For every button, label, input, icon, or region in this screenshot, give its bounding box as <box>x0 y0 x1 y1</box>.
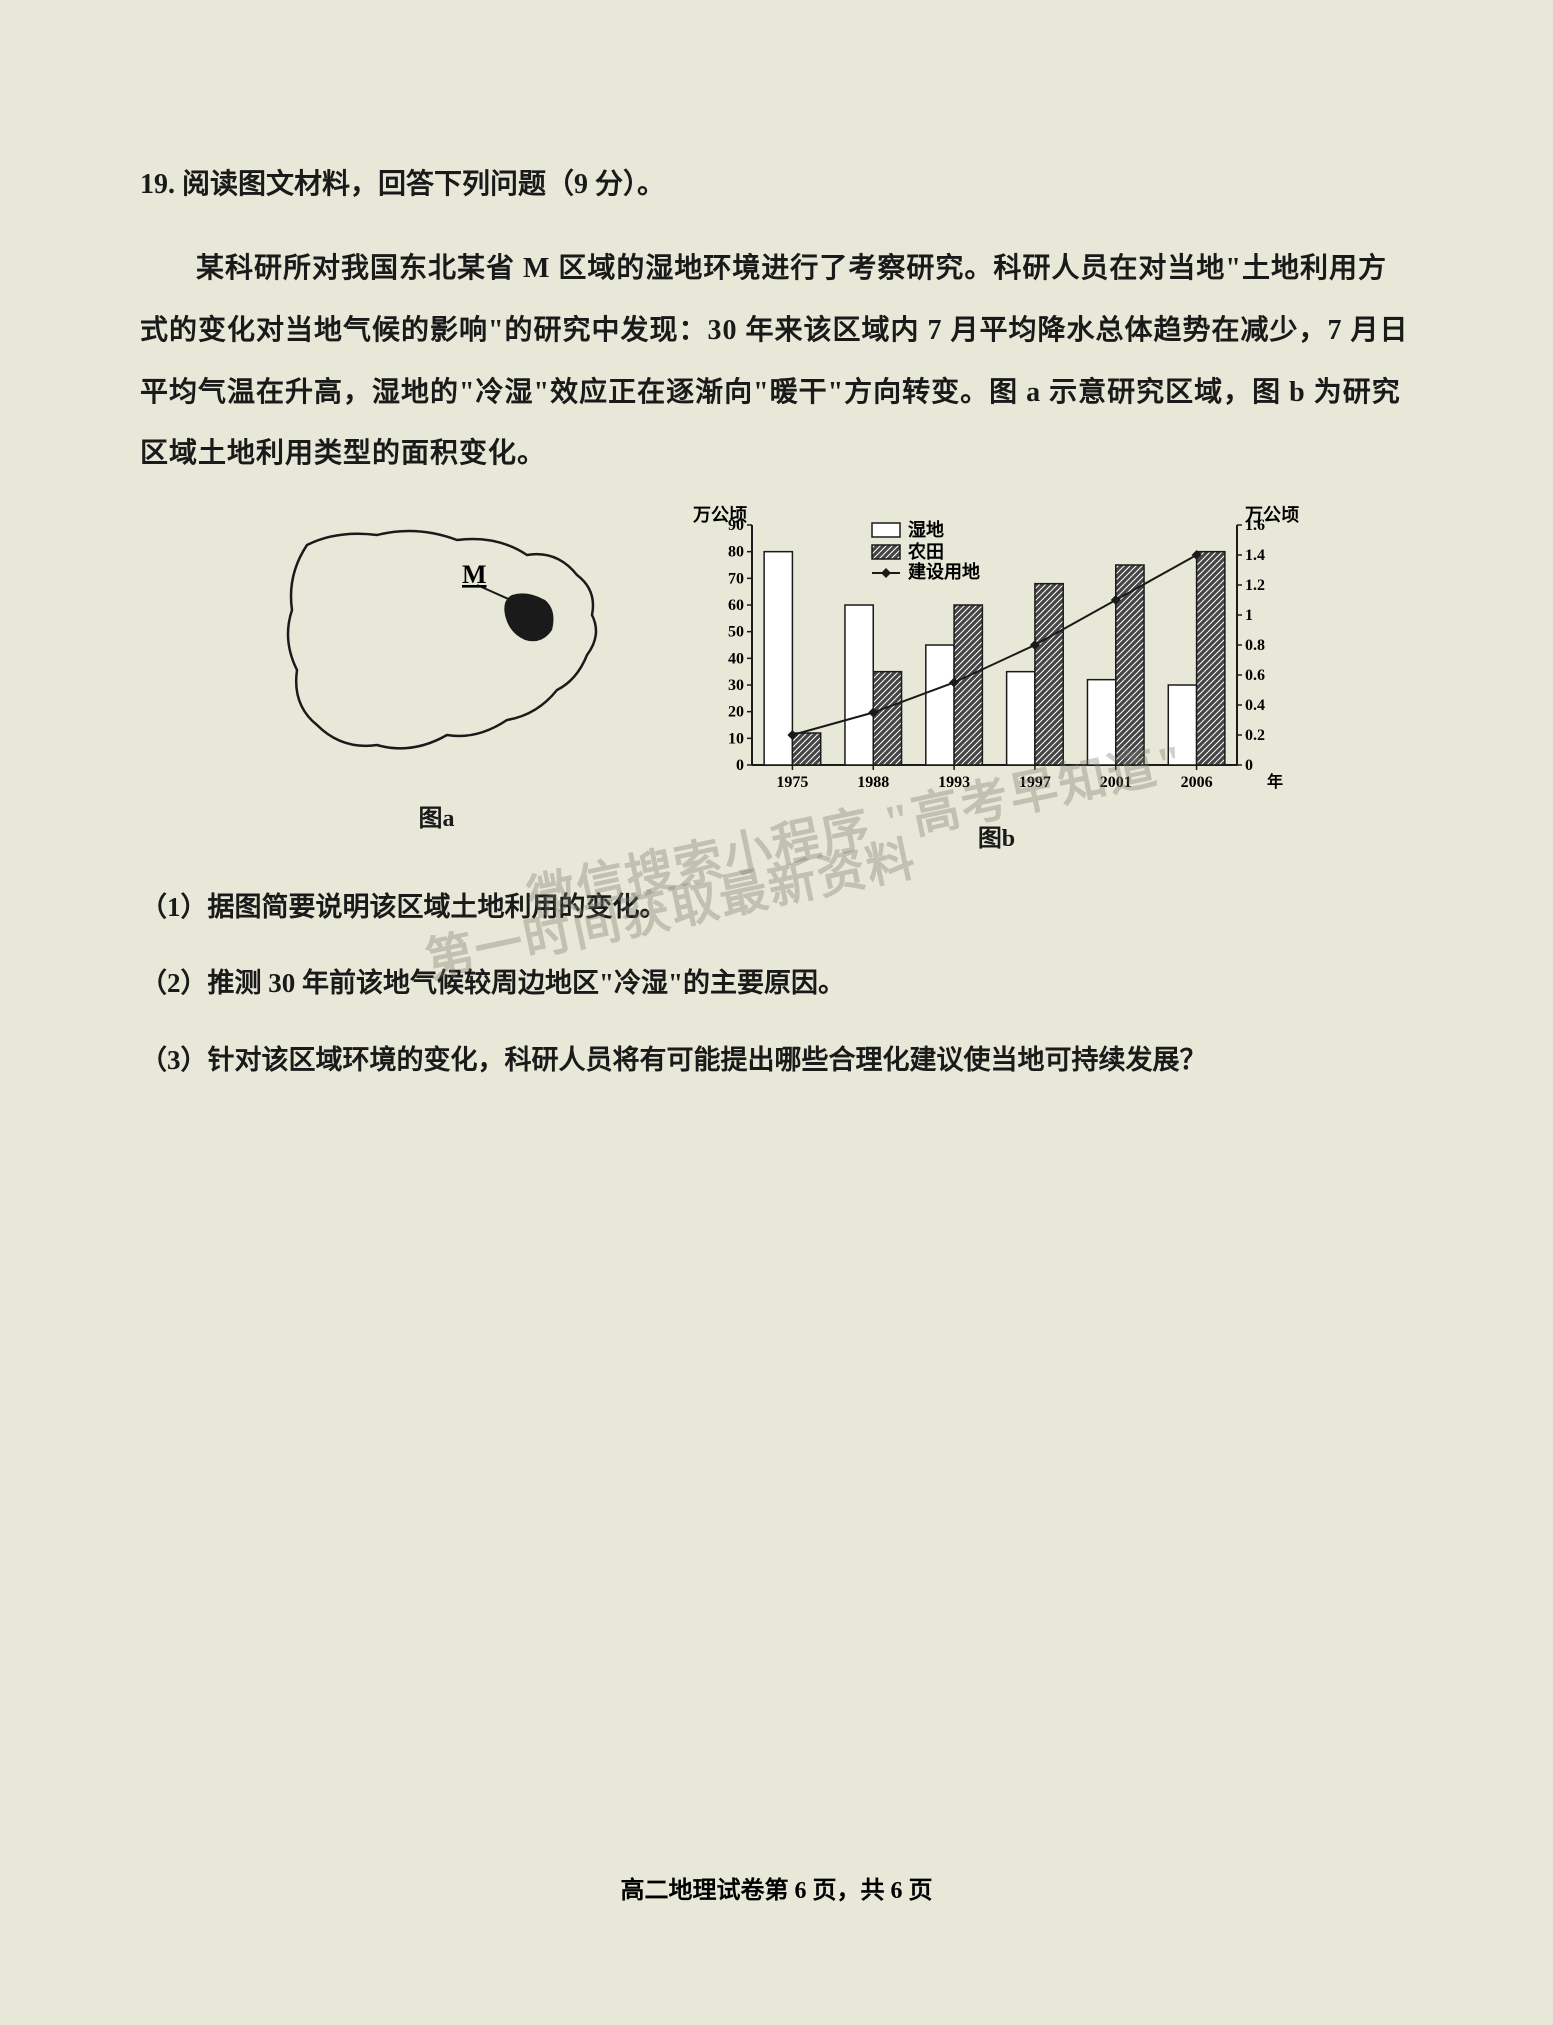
chart-svg: 010203040506070809000.20.40.60.811.21.41… <box>687 505 1307 805</box>
svg-text:建设用地: 建设用地 <box>908 561 980 582</box>
bar-farmland <box>1115 565 1143 765</box>
sub-question-3: （3）针对该区域环境的变化，科研人员将有可能提出哪些合理化建议使当地可持续发展？ <box>140 1036 1413 1085</box>
svg-text:万公顷: 万公顷 <box>1244 505 1299 525</box>
svg-text:70: 70 <box>728 570 744 587</box>
province-outline <box>288 531 596 748</box>
bar-wetland <box>1087 679 1115 764</box>
exam-page: 19. 阅读图文材料，回答下列问题（9 分）。 某科研所对我国东北某省 M 区域… <box>0 0 1553 1193</box>
svg-text:10: 10 <box>728 730 744 747</box>
bar-wetland <box>844 605 872 765</box>
m-label: M <box>462 560 487 589</box>
svg-text:1.2: 1.2 <box>1245 577 1265 594</box>
bar-farmland <box>1196 551 1224 764</box>
svg-text:40: 40 <box>728 650 744 667</box>
svg-text:0: 0 <box>1245 757 1253 774</box>
bar-farmland <box>954 605 982 765</box>
svg-text:20: 20 <box>728 703 744 720</box>
bar-wetland <box>764 551 792 764</box>
svg-text:1988: 1988 <box>857 774 889 791</box>
svg-text:50: 50 <box>728 623 744 640</box>
svg-text:0.4: 0.4 <box>1245 697 1265 714</box>
svg-text:1.4: 1.4 <box>1245 547 1265 564</box>
figure-b-label: 图b <box>687 818 1307 853</box>
svg-text:0.6: 0.6 <box>1245 667 1265 684</box>
map-svg: M <box>247 505 627 785</box>
svg-text:2001: 2001 <box>1099 774 1131 791</box>
question-title: 阅读图文材料，回答下列问题（9 分）。 <box>182 169 665 200</box>
bar-farmland <box>873 671 901 764</box>
figure-a: M 图a <box>247 505 627 833</box>
figure-a-label: 图a <box>247 798 627 833</box>
bar-wetland <box>925 645 953 765</box>
svg-text:万公顷: 万公顷 <box>692 505 747 525</box>
sub-question-2: （2）推测 30 年前该地气候较周边地区"冷湿"的主要原因。 <box>140 959 1413 1008</box>
bar-wetland <box>1168 685 1196 765</box>
svg-text:农田: 农田 <box>907 541 944 562</box>
svg-text:60: 60 <box>728 597 744 614</box>
figure-b: 010203040506070809000.20.40.60.811.21.41… <box>687 505 1307 853</box>
svg-text:0.2: 0.2 <box>1245 727 1265 744</box>
question-passage: 某科研所对我国东北某省 M 区域的湿地环境进行了考察研究。科研人员在对当地"土地… <box>140 238 1413 484</box>
bar-farmland <box>792 733 820 765</box>
svg-text:2006: 2006 <box>1180 774 1212 791</box>
question-number: 19. <box>140 169 175 200</box>
svg-text:1997: 1997 <box>1018 774 1050 791</box>
sub-question-1: （1）据图简要说明该区域土地利用的变化。 <box>140 883 1413 932</box>
svg-text:1: 1 <box>1245 607 1253 624</box>
svg-text:1975: 1975 <box>776 774 808 791</box>
svg-text:80: 80 <box>728 543 744 560</box>
figures-row: M 图a 010203040506070809000.20.40.60.811.… <box>140 505 1413 853</box>
svg-text:湿地: 湿地 <box>908 519 944 540</box>
bar-wetland <box>1006 671 1034 764</box>
question-header: 19. 阅读图文材料，回答下列问题（9 分）。 <box>140 160 1413 210</box>
bar-farmland <box>1034 583 1062 764</box>
svg-text:30: 30 <box>728 677 744 694</box>
chart-root: 010203040506070809000.20.40.60.811.21.41… <box>692 505 1299 791</box>
svg-text:年: 年 <box>1267 772 1283 791</box>
svg-text:0.8: 0.8 <box>1245 637 1265 654</box>
svg-text:1993: 1993 <box>938 774 970 791</box>
svg-text:0: 0 <box>736 757 744 774</box>
page-footer: 高二地理试卷第 6 页，共 6 页 <box>0 1870 1553 1905</box>
